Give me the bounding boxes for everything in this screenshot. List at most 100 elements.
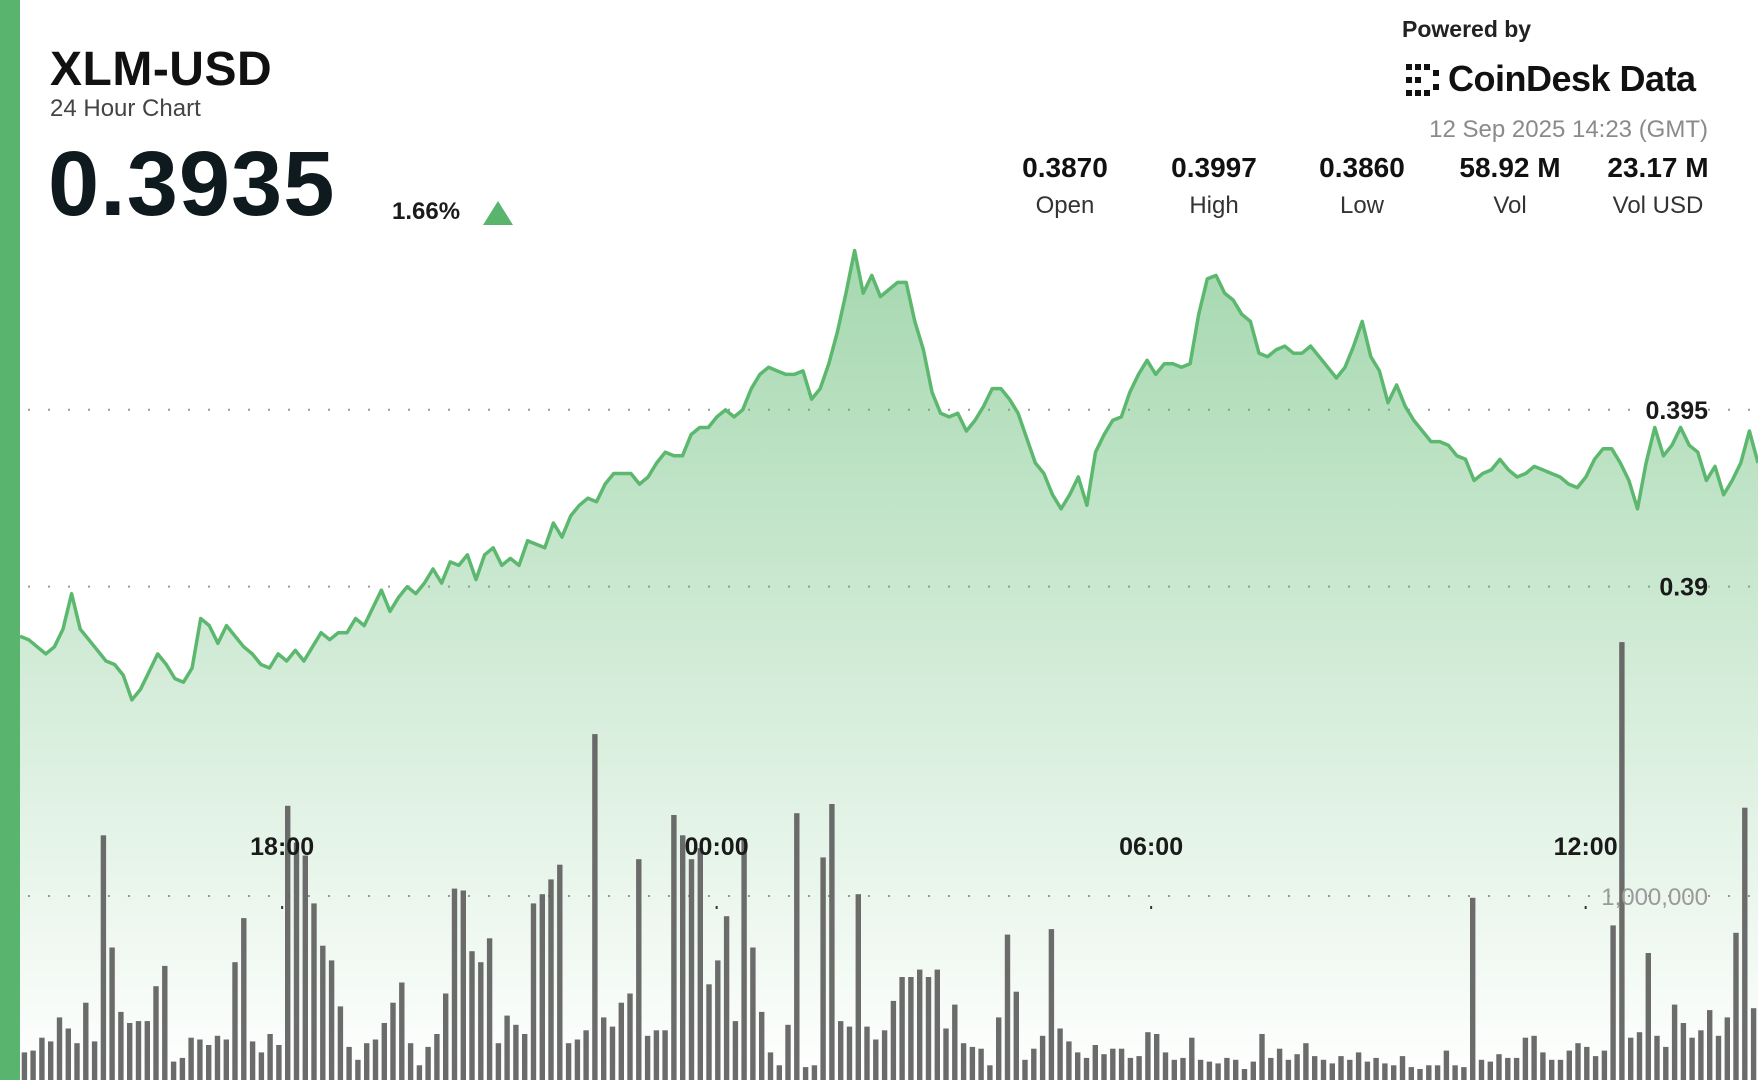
volume-bar [1250, 1061, 1256, 1080]
volume-tick-label: 1,000,000 [1601, 884, 1708, 911]
volume-bar [908, 977, 914, 1080]
x-tick-label: 00:00 [685, 833, 749, 861]
up-arrow-icon [483, 201, 513, 225]
volume-bar [1733, 932, 1739, 1080]
volume-bar [1742, 807, 1748, 1080]
volume-bar [925, 977, 932, 1080]
volume-bar [1118, 1048, 1125, 1080]
volume-bar [434, 1034, 440, 1080]
stat-high-label: High [1189, 192, 1239, 219]
volume-bar [1189, 1037, 1195, 1080]
volume-bar [820, 857, 826, 1080]
volume-bar [1154, 1034, 1160, 1080]
volume-bar [1312, 1056, 1318, 1080]
volume-bar [390, 1002, 396, 1080]
volume-bar [1075, 1052, 1081, 1080]
volume-bar [258, 1052, 265, 1080]
volume-bar [829, 804, 835, 1080]
volume-bar [539, 894, 545, 1080]
volume-bar [214, 1035, 221, 1080]
volume-bar [1022, 1059, 1028, 1080]
volume-bar [1303, 1043, 1309, 1080]
volume-bar [1083, 1057, 1090, 1080]
volume-bar [443, 993, 449, 1080]
stat-vol-usd-value: 23.17 M [1607, 152, 1709, 183]
volume-bar [1557, 1059, 1564, 1080]
volume-bar [680, 835, 686, 1080]
volume-bar [1408, 1067, 1414, 1080]
volume-bar [1513, 1057, 1520, 1080]
volume-bar [337, 1006, 344, 1080]
volume-bar [100, 835, 107, 1080]
volume-bar [1549, 1059, 1555, 1080]
volume-bar [355, 1059, 361, 1080]
volume-bar [934, 969, 940, 1080]
volume-bar [1233, 1059, 1239, 1080]
volume-bar [1215, 1063, 1221, 1080]
volume-bar [504, 1015, 510, 1080]
volume-bar [48, 1041, 54, 1080]
volume-bar [74, 1043, 80, 1080]
volume-bar [486, 938, 493, 1080]
y-tick-label: 0.39 [1659, 574, 1708, 602]
volume-bar [170, 1061, 177, 1080]
pair-symbol: XLM-USD [50, 43, 273, 96]
stat-vol: 58.92 M Vol [1435, 152, 1585, 220]
volume-bar [759, 1011, 765, 1080]
volume-bar [21, 1052, 28, 1080]
stats-panel: 0.3870 Open 0.3997 High 0.3860 Low 58.92… [0, 152, 1758, 232]
volume-bar [30, 1050, 36, 1080]
volume-bar [1031, 1048, 1037, 1080]
volume-bar [135, 1021, 142, 1080]
volume-bar [618, 1002, 624, 1080]
volume-bar [223, 1039, 229, 1080]
volume-bar [1443, 1050, 1450, 1080]
volume-bar [1663, 1046, 1669, 1080]
stat-low-label: Low [1339, 192, 1385, 219]
volume-bar [530, 903, 537, 1080]
volume-bar [636, 859, 642, 1080]
volume-bar [1689, 1037, 1695, 1080]
volume-bar [1268, 1057, 1274, 1080]
x-tick-label: 06:00 [1119, 833, 1183, 861]
volume-bar [952, 1004, 958, 1080]
volume-bar [197, 1039, 203, 1080]
stat-vol-label: Vol [1493, 192, 1527, 219]
volume-bar [1487, 1061, 1493, 1080]
volume-bar [83, 1002, 89, 1080]
volume-bar [364, 1043, 370, 1080]
volume-bar [1391, 1065, 1397, 1080]
volume-bar [381, 1023, 387, 1080]
volume-bar [311, 903, 317, 1080]
volume-bar [1057, 1028, 1063, 1080]
volume-bar [1698, 1030, 1704, 1080]
volume-bar [899, 977, 905, 1080]
volume-bar [1276, 1048, 1283, 1080]
stat-vol-usd: 23.17 M Vol USD [1583, 152, 1733, 220]
timestamp: 12 Sep 2025 14:23 (GMT) [1429, 116, 1708, 143]
volume-bar [785, 1024, 791, 1080]
stat-open-label: Open [1035, 192, 1095, 219]
volume-bar [1373, 1057, 1379, 1080]
accent-bar [0, 0, 20, 1080]
volume-bar [302, 855, 308, 1080]
volume-bar [293, 842, 300, 1080]
volume-bar [91, 1041, 98, 1080]
volume-bar [1294, 1054, 1300, 1080]
stat-high: 0.3997 High [1139, 152, 1289, 220]
volume-bar [750, 947, 756, 1080]
volume-bar [697, 848, 703, 1080]
volume-bar [1522, 1037, 1529, 1080]
volume-bar [1162, 1052, 1169, 1080]
volume-bar [978, 1048, 984, 1080]
volume-bar [469, 951, 475, 1080]
volume-bar [583, 1030, 589, 1080]
volume-bar [1338, 1056, 1344, 1080]
x-tick-label: 12:00 [1554, 833, 1618, 861]
volume-bar [1645, 953, 1651, 1080]
volume-bar [960, 1043, 967, 1080]
volume-bar [1434, 1065, 1441, 1080]
price-series-line [19, 248, 1758, 702]
volume-bar [56, 1017, 63, 1080]
